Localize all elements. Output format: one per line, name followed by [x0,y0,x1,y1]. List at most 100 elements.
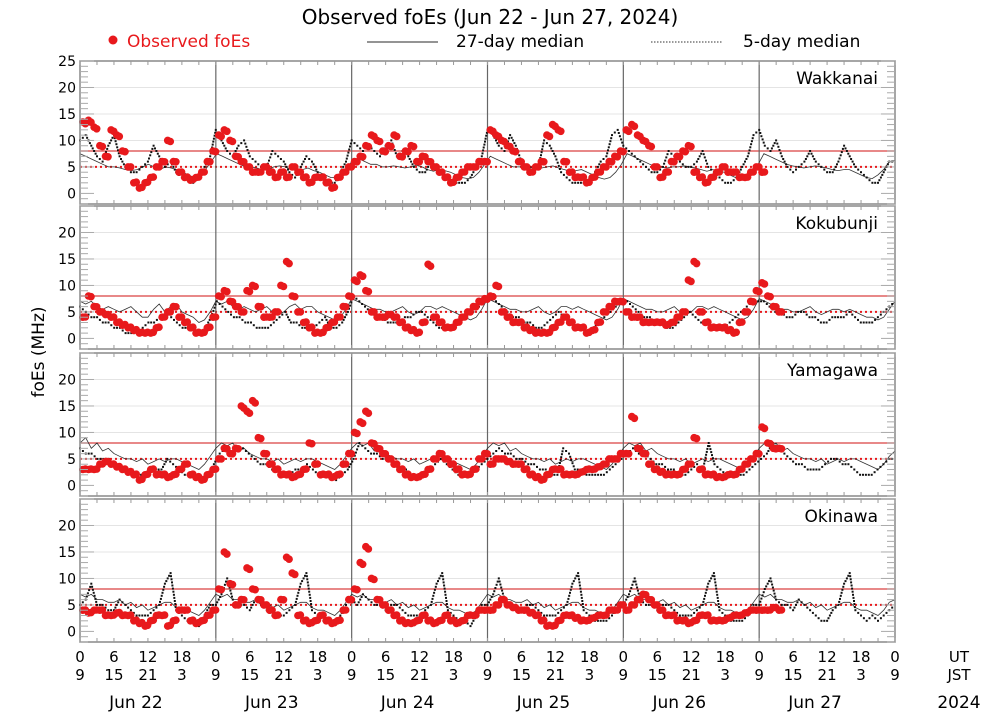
median-5day-dot [353,142,356,145]
median-5day-dot [494,587,497,589]
median-5day-dot [710,168,713,171]
observed-point [126,163,135,171]
median-5day-dot [840,591,843,594]
y-tick-label: 5 [67,452,76,468]
observed-point [777,445,786,453]
median-5day-dot [541,468,544,471]
observed-point [692,434,701,443]
median-5day-dot [495,583,498,586]
median-5day-dot [466,179,469,182]
observed-point [392,132,401,141]
median-5day-dot [845,313,848,316]
median-5day-dot [879,313,882,316]
median-5day-dot [777,145,780,148]
observed-point [398,465,407,473]
observed-point [92,125,101,133]
median-5day-dot [745,158,748,160]
median-5day-dot [818,468,821,471]
median-5day-dot [684,614,687,617]
observed-point [274,465,282,473]
median-5day-dot [731,318,734,321]
median-5day-dot [237,144,240,147]
observed-point [223,287,231,296]
median-5day-dot [633,155,636,158]
observed-point [274,611,282,619]
median-5day-dot [487,601,490,604]
median-5day-dot [412,313,415,316]
median-5day-dot [349,304,352,307]
observed-point [472,465,480,473]
median-5day-dot [504,452,506,455]
median-5day-dot [409,316,412,319]
median-5day-dot [307,584,310,587]
observed-point [364,142,373,151]
median-5day-dot [611,465,614,468]
median-5day-dot [163,585,166,588]
median-5day-dot [367,450,370,452]
median-5day-dot [697,318,700,321]
median-5day-dot [302,577,305,580]
median-5day-dot [480,463,483,466]
observed-point [704,318,712,326]
y-tick-label: 10 [58,571,76,587]
median-5day-dot [212,309,215,312]
median-5day-dot [104,606,107,609]
median-5day-dot [88,589,91,592]
median-5day-dot [860,171,862,174]
median-5day-dot [759,132,762,134]
median-5day-dot [585,473,588,476]
median-5day-dot [600,473,602,476]
median-5day-dot [378,455,381,458]
median-5day-dot [797,463,800,466]
observed-point [341,606,350,614]
median-5day-dot [390,139,393,142]
median-5day-dot [512,139,514,142]
median-5day-dot [443,587,446,590]
median-5day-dot [854,609,857,612]
median-5day-dot [778,149,781,151]
median-5day-dot [886,163,889,166]
median-5day-dot [608,617,611,620]
median-5day-dot [757,300,760,303]
median-5day-dot [183,473,186,476]
median-5day-dot [272,321,275,324]
median-5day-dot [556,473,559,476]
median-5day-dot [93,150,96,152]
median-5day-dot [483,460,486,463]
median-5day-dot [700,321,703,324]
median-5day-dot [851,313,854,316]
median-5day-dot [766,147,769,150]
median-5day-dot [361,303,364,305]
median-5day-dot [295,597,298,600]
median-5day-dot [301,163,304,166]
median-5day-dot [669,468,672,471]
median-5day-dot [891,303,894,305]
median-5day-dot [345,313,348,316]
observed-point [687,142,695,151]
median-5day-dot [718,609,721,612]
observed-point [438,168,446,176]
median-5day-dot [461,181,463,184]
median-5day-dot [792,460,795,463]
observed-point [217,132,225,141]
median-5day-dot [338,324,341,327]
observed-point [664,168,673,176]
median-5day-dot [693,611,696,614]
ut-tick-label: 12 [546,648,565,666]
y-tick-label: 10 [58,278,76,294]
median-5day-dot [841,463,844,466]
median-5day-dot [246,149,249,151]
ut-tick-label: 6 [788,648,798,666]
median-5day-dot [288,609,291,612]
median-5day-dot [264,326,267,329]
ut-tick-label: 12 [682,648,701,666]
day-label: Jun 26 [651,693,706,713]
median-5day-dot [817,318,820,321]
median-5day-dot [558,462,561,464]
median-5day-dot [868,617,871,620]
median-5day-dot [545,142,548,145]
median-5day-dot [148,157,150,160]
median-5day-dot [424,171,427,174]
median-5day-dot [173,596,176,599]
median-5day-dot [878,179,881,182]
